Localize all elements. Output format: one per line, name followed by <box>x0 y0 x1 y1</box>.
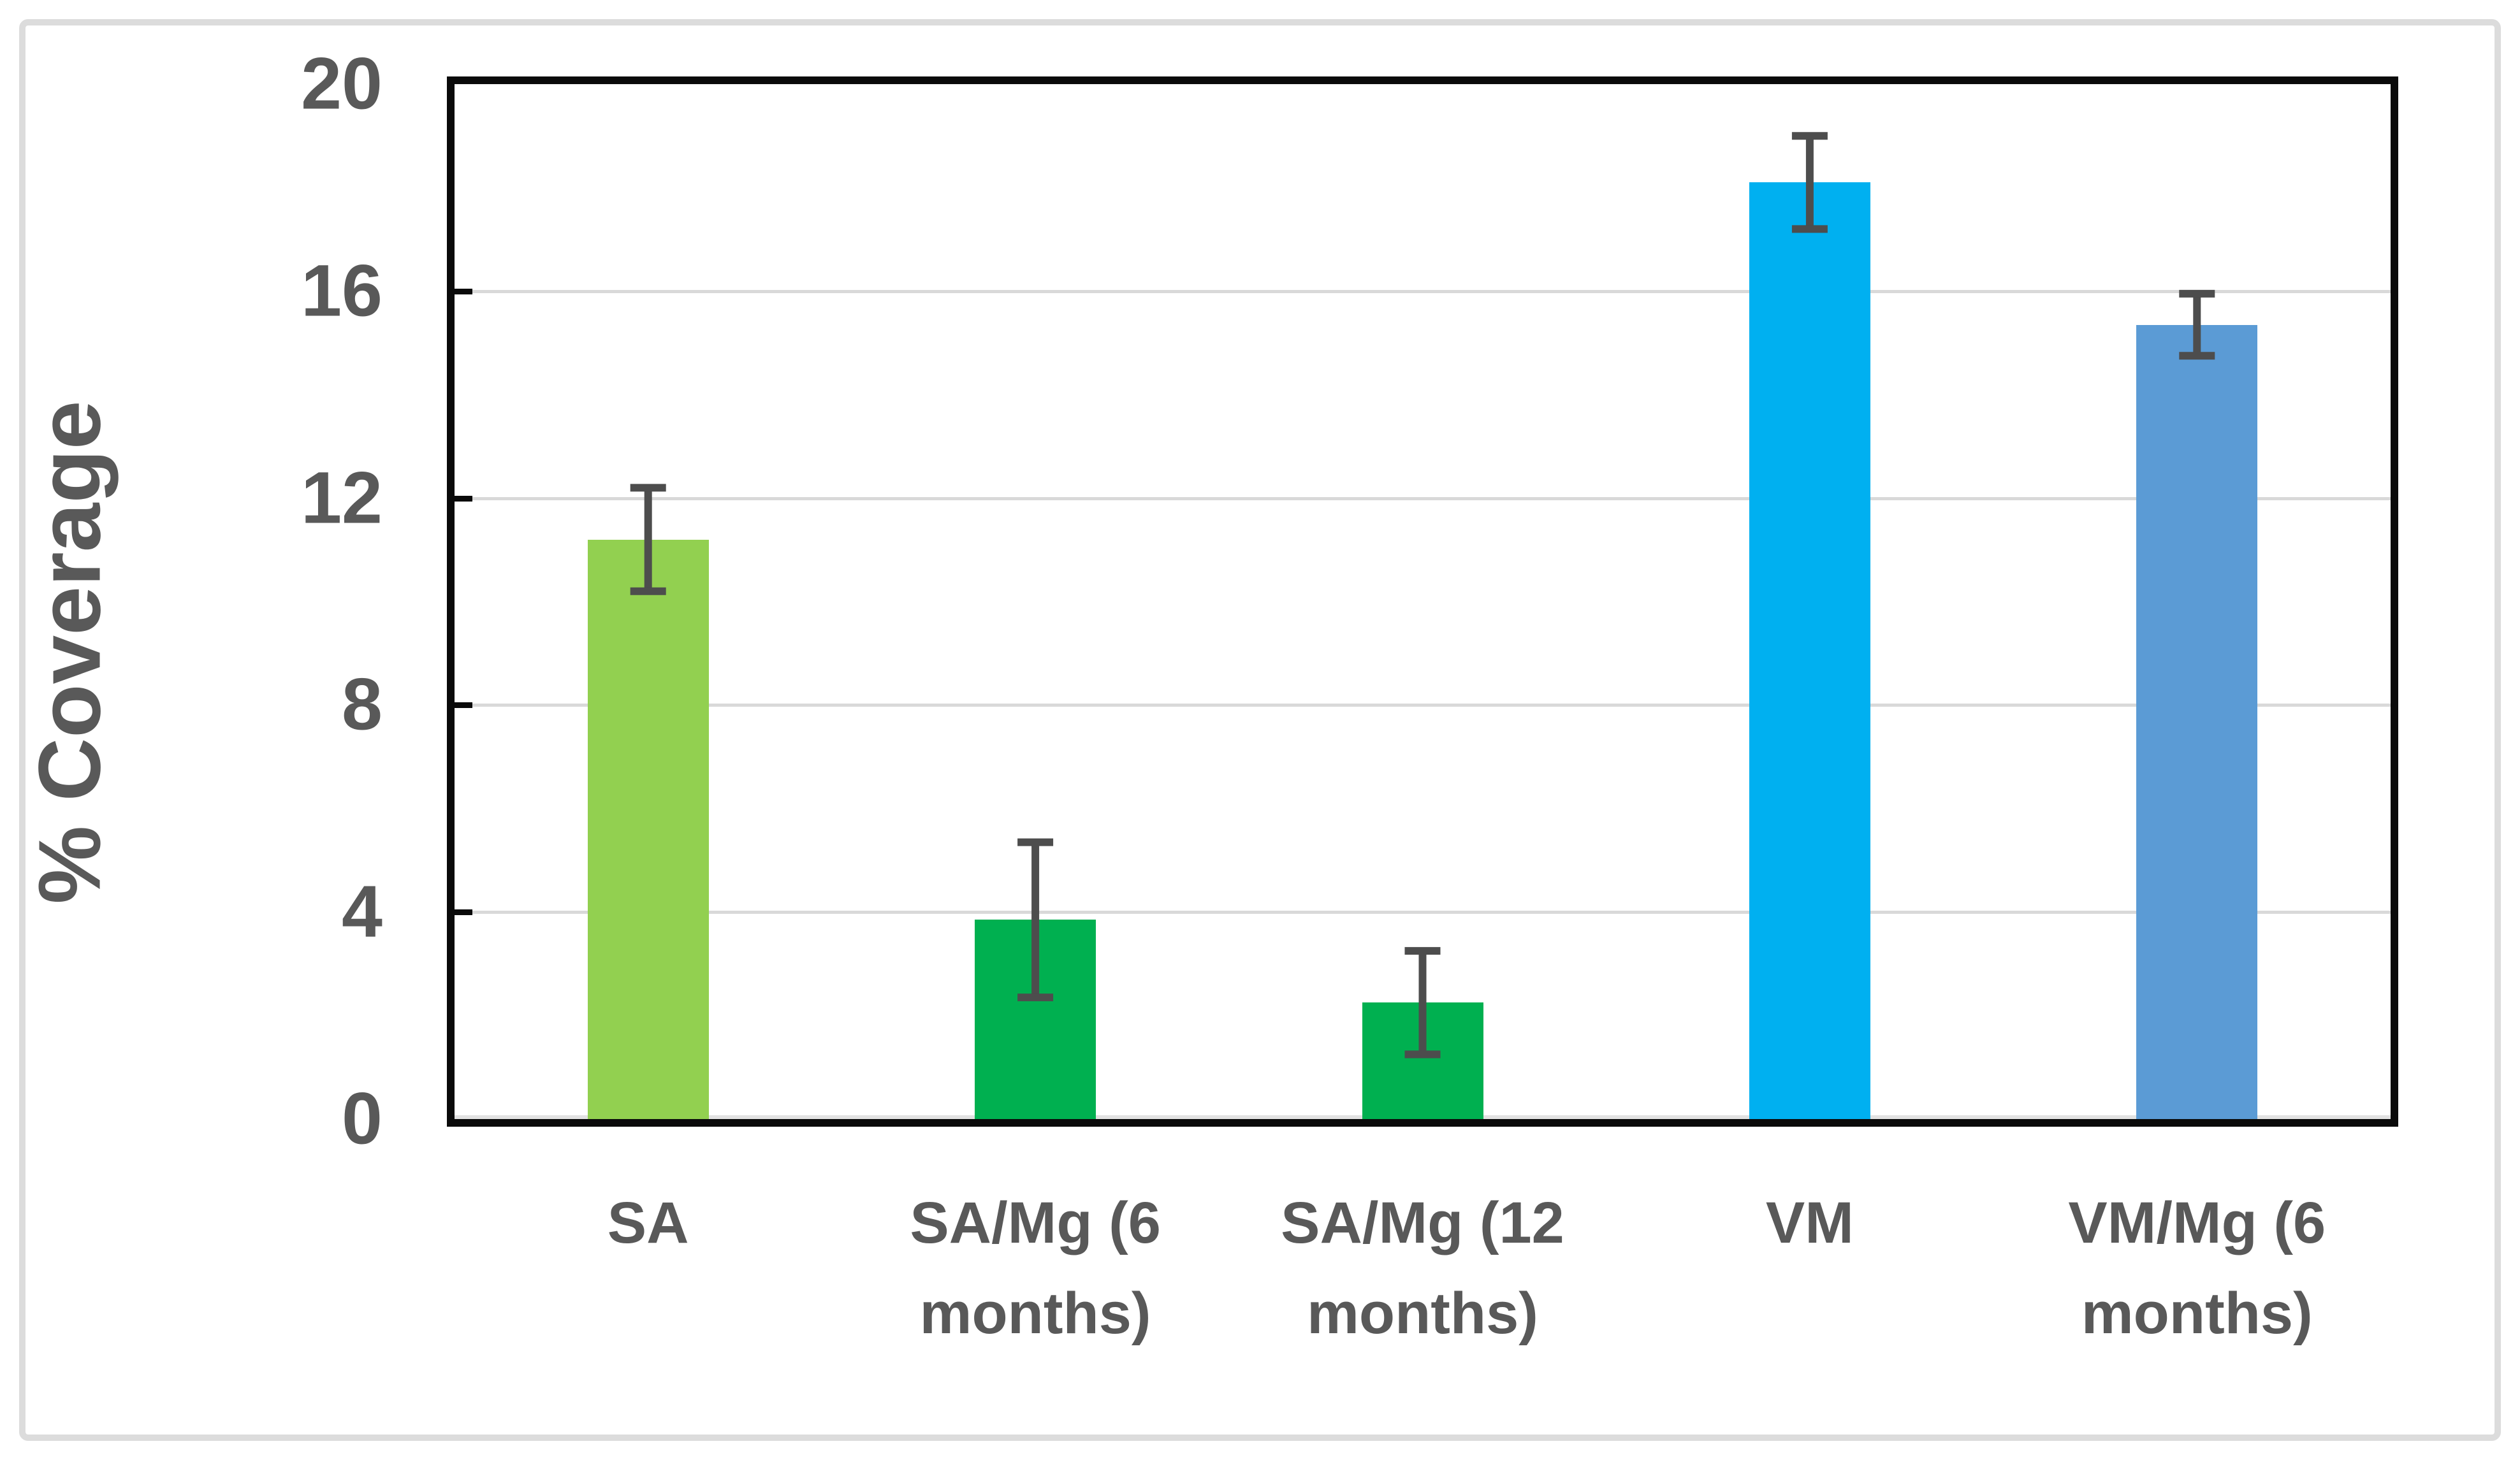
y-tick-label-20: 20 <box>301 43 382 125</box>
bar-vm <box>1749 182 1870 1119</box>
gridline-8 <box>455 704 2391 707</box>
x-axis-label-1: SA/Mg (6 months) <box>910 1190 1161 1346</box>
bar-sa <box>587 539 709 1119</box>
y-tick-label-8: 8 <box>342 663 382 746</box>
x-axis-label-2: SA/Mg (12 months) <box>1281 1190 1564 1346</box>
gridline-4 <box>455 911 2391 914</box>
x-axis-label-0: SA <box>607 1190 689 1255</box>
y-tick-label-12: 12 <box>301 457 382 539</box>
bar-vm/mg-(6-months) <box>2136 324 2258 1119</box>
x-axis-label-3: VM <box>1765 1190 1854 1255</box>
y-tick-label-16: 16 <box>301 250 382 332</box>
y-tick-mark-4 <box>455 909 472 916</box>
y-tick-mark-8 <box>455 702 472 709</box>
x-axis-label-4: VM/Mg (6 months) <box>2068 1190 2326 1346</box>
gridline-16 <box>455 289 2391 293</box>
y-tick-label-0: 0 <box>342 1078 382 1160</box>
error-bars <box>630 132 2215 1059</box>
y-tick-label-4: 4 <box>342 871 382 953</box>
y-axis-title: % Coverage <box>20 400 119 904</box>
y-tick-mark-12 <box>455 495 472 502</box>
gridline-12 <box>455 496 2391 500</box>
plot-area <box>447 76 2398 1127</box>
figure-border <box>19 19 2501 1441</box>
y-tick-mark-16 <box>455 288 472 294</box>
